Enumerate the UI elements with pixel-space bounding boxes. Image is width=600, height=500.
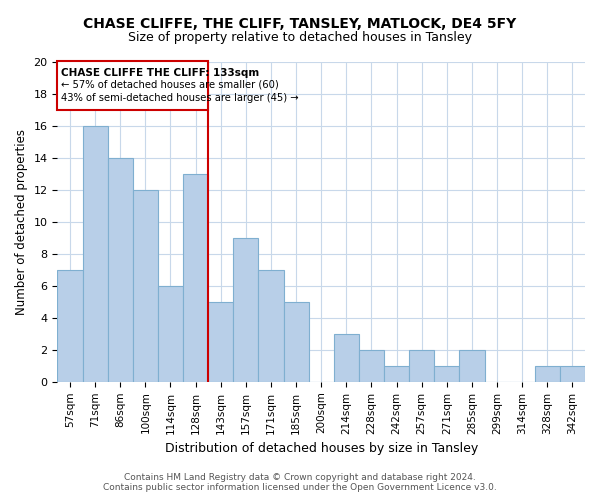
Bar <box>83 126 107 382</box>
Bar <box>58 62 208 110</box>
Bar <box>259 270 284 382</box>
Bar <box>208 302 233 382</box>
Bar <box>58 270 83 382</box>
Bar <box>359 350 384 382</box>
Text: CHASE CLIFFE THE CLIFF: 133sqm: CHASE CLIFFE THE CLIFF: 133sqm <box>61 68 259 78</box>
Bar <box>434 366 460 382</box>
Text: Contains HM Land Registry data © Crown copyright and database right 2024.
Contai: Contains HM Land Registry data © Crown c… <box>103 473 497 492</box>
Bar <box>284 302 308 382</box>
Text: ← 57% of detached houses are smaller (60): ← 57% of detached houses are smaller (60… <box>61 80 279 90</box>
Bar <box>560 366 585 382</box>
Text: Size of property relative to detached houses in Tansley: Size of property relative to detached ho… <box>128 31 472 44</box>
Text: CHASE CLIFFE, THE CLIFF, TANSLEY, MATLOCK, DE4 5FY: CHASE CLIFFE, THE CLIFF, TANSLEY, MATLOC… <box>83 18 517 32</box>
Bar <box>158 286 183 382</box>
Y-axis label: Number of detached properties: Number of detached properties <box>15 128 28 314</box>
Bar <box>233 238 259 382</box>
Bar <box>384 366 409 382</box>
Bar <box>133 190 158 382</box>
Bar <box>535 366 560 382</box>
Bar <box>107 158 133 382</box>
Text: 43% of semi-detached houses are larger (45) →: 43% of semi-detached houses are larger (… <box>61 92 299 102</box>
Bar <box>460 350 485 382</box>
Bar <box>409 350 434 382</box>
X-axis label: Distribution of detached houses by size in Tansley: Distribution of detached houses by size … <box>164 442 478 455</box>
Bar <box>183 174 208 382</box>
Bar <box>334 334 359 382</box>
